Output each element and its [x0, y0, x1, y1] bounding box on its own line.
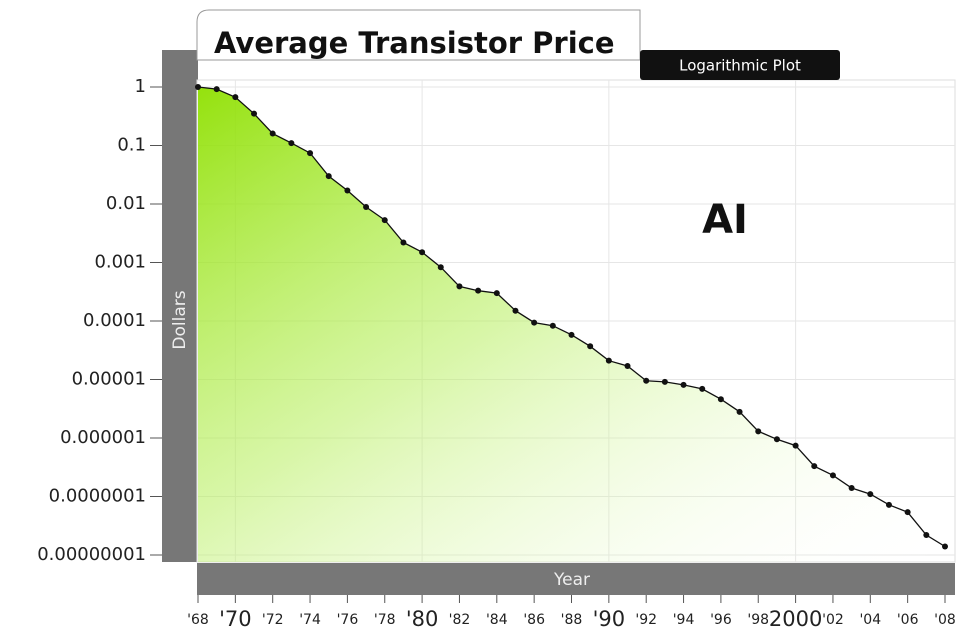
- x-tick-label: '70: [219, 607, 252, 631]
- point: [512, 308, 518, 314]
- y-tick-label: 0.0001: [83, 310, 146, 331]
- x-tick-label: '06: [897, 612, 919, 628]
- x-tick-label: '94: [673, 612, 695, 628]
- point: [737, 409, 743, 415]
- x-tick-label: '86: [523, 612, 545, 628]
- point: [307, 150, 313, 156]
- x-tick-label: '84: [486, 612, 508, 628]
- y-tick-label: 0.001: [94, 252, 146, 273]
- chart-title: Average Transistor Price: [214, 26, 615, 60]
- point: [569, 332, 575, 338]
- x-axis-label: Year: [553, 570, 590, 590]
- y-tick-label: 0.01: [106, 193, 146, 214]
- y-tick-label: 0.0000001: [49, 486, 146, 507]
- x-tick-label: '90: [593, 607, 626, 631]
- point: [774, 436, 780, 442]
- point: [344, 188, 350, 194]
- x-tick-label: '82: [449, 612, 471, 628]
- point: [270, 131, 276, 137]
- point: [475, 288, 481, 294]
- x-tick-label: 2000: [769, 607, 822, 631]
- point: [681, 382, 687, 388]
- point: [232, 94, 238, 100]
- point: [288, 140, 294, 146]
- point: [214, 86, 220, 92]
- x-tick-label: '74: [299, 612, 321, 628]
- x-tick-label: '92: [635, 612, 657, 628]
- point: [643, 378, 649, 384]
- point: [905, 509, 911, 515]
- point: [326, 173, 332, 179]
- x-tick-label: '80: [406, 607, 439, 631]
- point: [718, 396, 724, 402]
- point: [195, 84, 201, 90]
- y-tick-label: 0.1: [117, 135, 146, 156]
- point: [699, 386, 705, 392]
- y-tick-label: 0.00000001: [37, 544, 146, 565]
- x-tick-label: '72: [262, 612, 284, 628]
- y-tick-label: 0.000001: [60, 427, 146, 448]
- annotation: AI: [702, 197, 748, 243]
- x-tick-label: '04: [859, 612, 881, 628]
- chart-subtitle: Logarithmic Plot: [679, 57, 801, 75]
- point: [606, 358, 612, 364]
- point: [867, 491, 873, 497]
- point: [886, 502, 892, 508]
- x-tick-label: '98: [747, 612, 769, 628]
- x-tick-label: '02: [822, 612, 844, 628]
- point: [438, 264, 444, 270]
- point: [625, 363, 631, 369]
- point: [849, 485, 855, 491]
- point: [419, 249, 425, 255]
- point: [550, 323, 556, 329]
- point: [382, 217, 388, 223]
- x-tick-label: '88: [561, 612, 583, 628]
- y-axis-label: Dollars: [170, 290, 190, 349]
- x-tick-label: '96: [710, 612, 732, 628]
- chart: Average Transistor Price Logarithmic Plo…: [0, 0, 959, 641]
- x-tick-label: '08: [934, 612, 956, 628]
- x-tick-label: '68: [187, 612, 209, 628]
- point: [400, 239, 406, 245]
- x-tick-label: '78: [374, 612, 396, 628]
- y-tick-label: 1: [135, 76, 146, 97]
- point: [755, 428, 761, 434]
- point: [494, 290, 500, 296]
- point: [942, 543, 948, 549]
- point: [793, 443, 799, 449]
- y-tick-label: 0.00001: [72, 369, 146, 390]
- point: [251, 111, 257, 117]
- point: [531, 320, 537, 326]
- x-tick-label: '76: [337, 612, 359, 628]
- point: [830, 472, 836, 478]
- point: [662, 379, 668, 385]
- point: [587, 343, 593, 349]
- point: [363, 204, 369, 210]
- point: [923, 532, 929, 538]
- point: [456, 283, 462, 289]
- point: [811, 463, 817, 469]
